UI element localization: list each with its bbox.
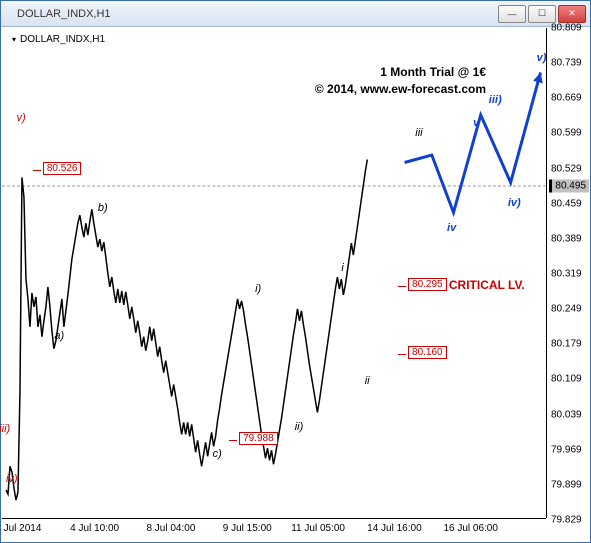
price-marker-box: 79.988 (239, 432, 278, 445)
y-tick: 80.039 (551, 409, 582, 420)
y-tick: 80.669 (551, 93, 582, 104)
x-tick: 2 Jul 2014 (0, 523, 41, 534)
wave-label: ii) (295, 421, 304, 433)
chart-window: DOLLAR_INDX,H1 — ☐ ✕ DOLLAR_INDX,H1 1 Mo… (0, 0, 591, 543)
x-tick: 14 Jul 16:00 (367, 523, 422, 534)
window-title: DOLLAR_INDX,H1 (5, 8, 496, 20)
trial-line1: 1 Month Trial @ 1€ (315, 64, 486, 81)
y-tick: 80.529 (551, 163, 582, 174)
price-marker-box: 80.160 (408, 346, 447, 359)
price-marker-tick (398, 286, 406, 287)
x-axis: 2 Jul 2014 4 Jul 10:00 8 Jul 04:00 9 Jul 15… (2, 518, 546, 541)
price-marker-box: 80.526 (43, 162, 82, 175)
y-tick: 80.809 (551, 23, 582, 34)
y-tick: 79.969 (551, 444, 582, 455)
price-marker-box: 80.295 (408, 278, 447, 291)
minimize-button[interactable]: — (498, 5, 526, 23)
chart-symbol: DOLLAR_INDX,H1 (12, 34, 105, 45)
critical-level-label: CRITICAL LV. (449, 278, 525, 292)
wave-label: iv) (508, 197, 521, 209)
price-marker-tick (33, 170, 41, 171)
x-tick: 8 Jul 04:00 (146, 523, 195, 534)
y-tick: 79.899 (551, 479, 582, 490)
y-tick: 80.739 (551, 58, 582, 69)
wave-label: a) (54, 330, 64, 342)
y-tick: 80.459 (551, 198, 582, 209)
x-tick: 4 Jul 10:00 (70, 523, 119, 534)
wave-label: i (341, 262, 343, 274)
x-tick: 16 Jul 06:00 (443, 523, 498, 534)
wave-label: v) (537, 52, 547, 64)
price-marker-tick (229, 440, 237, 441)
trial-text: 1 Month Trial @ 1€ © 2014, www.ew-foreca… (315, 64, 486, 98)
price-marker-tick (398, 354, 406, 355)
wave-label: i) (255, 283, 261, 295)
wave-label: iv) (6, 473, 18, 485)
titlebar[interactable]: DOLLAR_INDX,H1 — ☐ ✕ (1, 1, 590, 27)
chart-area[interactable]: DOLLAR_INDX,H1 1 Month Trial @ 1€ © 2014… (2, 28, 546, 518)
maximize-button[interactable]: ☐ (528, 5, 556, 23)
y-tick: 80.179 (551, 339, 582, 350)
close-button[interactable]: ✕ (558, 5, 586, 23)
current-price-line (2, 185, 546, 186)
current-price-badge: 80.495 (549, 179, 589, 192)
wave-label: iii) (489, 94, 502, 106)
wave-label: iii (415, 127, 422, 139)
wave-label: ii (365, 375, 370, 387)
wave-label: v) (16, 112, 25, 124)
y-tick: 80.599 (551, 128, 582, 139)
y-tick: 79.829 (551, 515, 582, 526)
wave-label: iv (447, 222, 456, 234)
y-tick: 80.109 (551, 374, 582, 385)
y-tick: 80.389 (551, 233, 582, 244)
wave-label: b) (98, 202, 108, 214)
y-tick: 80.319 (551, 269, 582, 280)
x-tick: 11 Jul 05:00 (291, 523, 345, 534)
y-axis: 80.495 80.80980.73980.66980.59980.52980.… (546, 28, 589, 518)
wave-label: c) (213, 448, 222, 460)
trial-line2: © 2014, www.ew-forecast.com (315, 81, 486, 98)
y-tick: 80.249 (551, 304, 582, 315)
wave-label: v (473, 117, 479, 129)
wave-label: iii) (0, 423, 10, 435)
x-tick: 9 Jul 15:00 (223, 523, 272, 534)
